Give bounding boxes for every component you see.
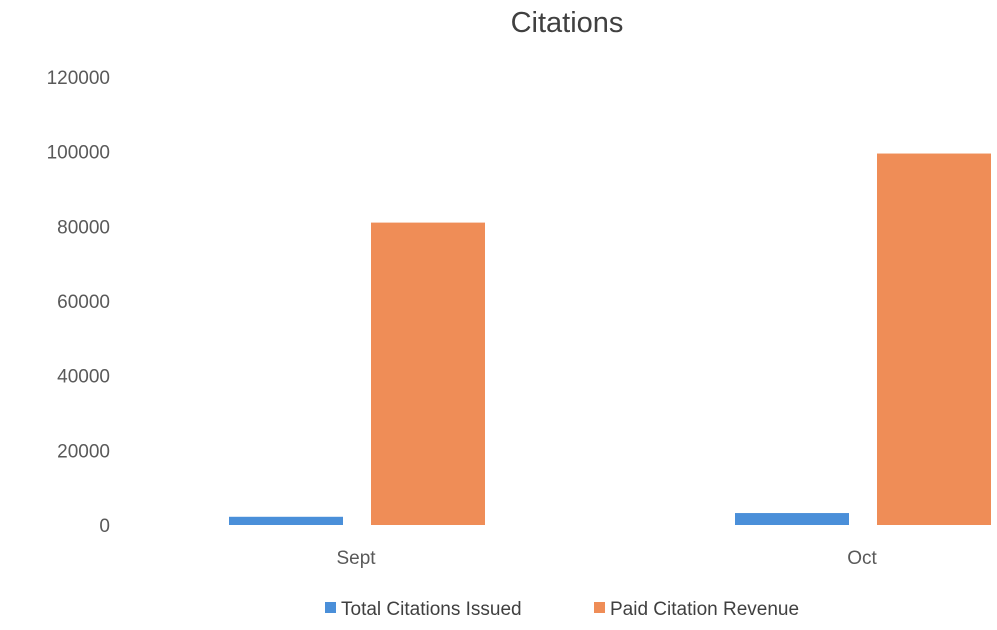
chart-title: Citations (511, 7, 624, 39)
bar-total-citations-issued-oct (735, 513, 849, 525)
legend-label: Total Citations Issued (341, 599, 522, 620)
y-tick-label: 120000 (47, 68, 110, 89)
bar-paid-citation-revenue-oct (877, 153, 991, 526)
x-axis: Sept Oct (336, 548, 877, 569)
legend-swatch (594, 602, 605, 613)
x-category-label: Oct (847, 548, 877, 569)
x-category-label: Sept (336, 548, 376, 569)
legend-swatch (325, 602, 336, 613)
y-tick-label: 40000 (57, 367, 110, 388)
bar-total-citations-issued-sept (229, 516, 343, 525)
y-tick-label: 100000 (47, 143, 110, 164)
y-tick-label: 80000 (57, 217, 110, 238)
y-tick-label: 0 (99, 516, 110, 537)
y-tick-label: 20000 (57, 441, 110, 462)
bars (229, 153, 991, 526)
y-axis: 0 20000 40000 60000 80000 100000 120000 (47, 68, 110, 537)
bar-paid-citation-revenue-sept (371, 222, 485, 525)
legend: Total Citations Issued Paid Citation Reve… (325, 599, 799, 620)
legend-label: Paid Citation Revenue (610, 599, 799, 620)
y-tick-label: 60000 (57, 292, 110, 313)
